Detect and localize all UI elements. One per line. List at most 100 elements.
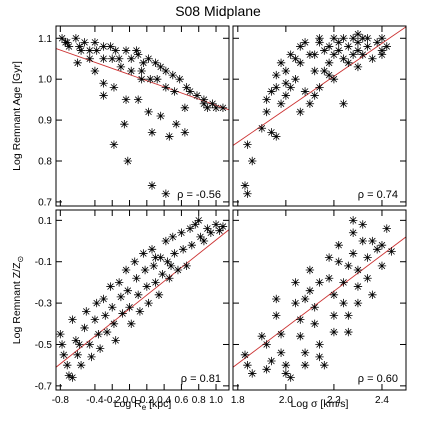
data-point xyxy=(353,282,363,291)
data-point xyxy=(286,83,295,92)
data-point xyxy=(156,253,165,262)
data-point xyxy=(180,103,190,113)
data-point xyxy=(324,70,334,80)
data-point xyxy=(85,340,94,349)
data-point xyxy=(192,91,202,100)
rho-label: ρ = 0.81 xyxy=(181,373,221,385)
data-point xyxy=(156,111,165,121)
data-point xyxy=(300,294,310,304)
rho-label: ρ = 0.60 xyxy=(358,373,398,385)
data-point xyxy=(114,54,124,63)
data-point xyxy=(267,356,276,366)
data-point xyxy=(291,278,300,287)
chart-title: S08 Midplane xyxy=(175,3,261,19)
data-point xyxy=(182,261,191,271)
data-point xyxy=(358,220,367,229)
data-point xyxy=(329,290,339,300)
data-point xyxy=(334,240,343,250)
data-point xyxy=(90,38,100,47)
data-point xyxy=(161,236,171,246)
data-point xyxy=(382,224,391,233)
plot-area: 0.7 0.8 0.9 1.0 1.1 ρ = -0.56 ρ = 0.74 -0.8 -0.4… xyxy=(11,25,407,412)
data-point xyxy=(310,50,319,59)
rho-label: ρ = 0.74 xyxy=(358,189,398,201)
data-point xyxy=(140,265,150,275)
data-point xyxy=(310,66,319,76)
data-point xyxy=(310,303,319,312)
data-point xyxy=(111,336,120,345)
data-point xyxy=(262,365,271,374)
data-point xyxy=(281,66,291,76)
data-point xyxy=(139,58,148,68)
data-point xyxy=(106,282,115,291)
data-point xyxy=(95,344,105,353)
data-point xyxy=(199,236,209,246)
data-point xyxy=(300,348,310,357)
data-point xyxy=(121,46,131,55)
data-point xyxy=(324,274,334,283)
data-point xyxy=(151,278,160,287)
data-point xyxy=(203,103,212,113)
x-tick-label: 0.4 xyxy=(157,395,171,406)
data-point xyxy=(73,58,82,68)
data-point xyxy=(175,74,184,84)
data-point xyxy=(353,29,363,39)
data-point xyxy=(240,181,250,190)
data-point xyxy=(272,70,281,80)
data-point xyxy=(272,294,281,304)
data-point xyxy=(344,58,353,68)
y-tick-label: 0.8 xyxy=(38,157,52,168)
x-tick-label: 2.0 xyxy=(279,395,293,406)
data-point xyxy=(310,91,319,100)
data-point xyxy=(132,274,141,283)
data-point xyxy=(139,249,148,258)
data-point xyxy=(206,228,216,237)
data-point xyxy=(363,274,372,283)
data-point xyxy=(142,282,152,291)
data-point xyxy=(208,99,217,108)
data-point xyxy=(144,54,153,63)
data-point xyxy=(248,369,257,378)
data-point xyxy=(75,340,84,349)
data-point xyxy=(296,315,305,324)
data-point xyxy=(344,42,353,51)
data-point xyxy=(281,91,291,100)
data-point xyxy=(348,50,358,59)
y-tick-label: -0.1 xyxy=(35,257,53,268)
data-point xyxy=(315,340,324,349)
data-point xyxy=(276,99,286,108)
data-point xyxy=(276,329,286,339)
x-tick-label: -0.8 xyxy=(52,395,70,406)
fit-line xyxy=(56,229,229,368)
data-point xyxy=(315,34,324,43)
data-point xyxy=(291,54,300,63)
data-point xyxy=(363,34,372,43)
data-point xyxy=(121,95,131,104)
y-tick-label: 1.0 xyxy=(38,75,52,86)
x-tick-label: 0.8 xyxy=(192,395,206,406)
x-tick-label: 1.8 xyxy=(231,395,245,406)
data-point xyxy=(170,87,179,96)
data-point xyxy=(123,286,132,295)
panel-3: 1.8 2.0 2.2 2.4 ρ = 0.60 xyxy=(231,209,407,406)
data-point xyxy=(108,54,117,63)
data-point xyxy=(165,132,174,141)
data-point xyxy=(94,329,103,339)
data-point xyxy=(296,332,305,341)
data-point xyxy=(262,95,271,104)
data-point xyxy=(144,298,153,308)
data-point xyxy=(109,319,119,328)
x-axis-label-left: Log Re [kpc] xyxy=(114,398,172,412)
data-point xyxy=(286,50,295,59)
data-point xyxy=(372,245,382,254)
points xyxy=(56,216,228,382)
data-point xyxy=(75,42,84,51)
data-point xyxy=(116,292,126,302)
data-point xyxy=(358,236,367,246)
data-point xyxy=(63,360,72,370)
data-point xyxy=(257,332,267,341)
data-point xyxy=(147,181,157,190)
data-point xyxy=(329,327,339,337)
data-point xyxy=(154,290,164,300)
data-point xyxy=(161,66,171,76)
